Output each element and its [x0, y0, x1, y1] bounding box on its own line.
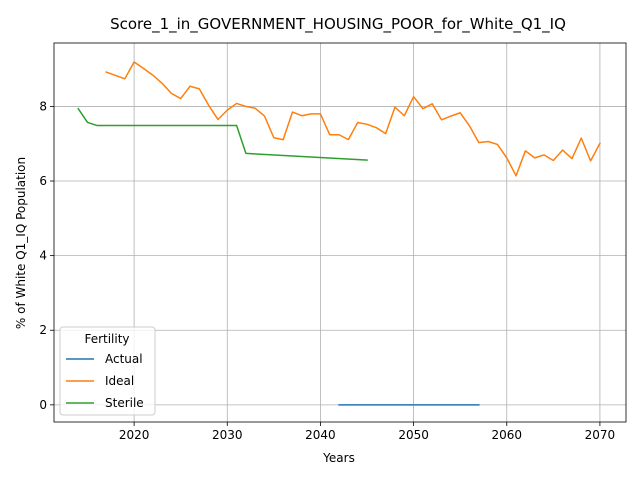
y-tick-label: 8: [39, 99, 47, 113]
legend-entry-sterile: Sterile: [66, 396, 144, 410]
legend-entry-ideal: Ideal: [66, 374, 134, 388]
legend-entries: Actual Ideal Sterile: [66, 352, 144, 410]
x-tick-label: 2040: [305, 428, 336, 442]
series-layer: [77, 61, 601, 406]
chart-title: Score_1_in_GOVERNMENT_HOUSING_POOR_for_W…: [110, 15, 566, 34]
legend-label: Ideal: [105, 374, 134, 388]
legend-entry-actual: Actual: [66, 352, 143, 366]
tick-layer: 2020 2030 2040 2050 2060 2070 0 2 4 6 8: [39, 99, 615, 442]
series-line-ideal: [105, 61, 601, 177]
legend-label: Sterile: [105, 396, 144, 410]
legend-title: Fertility: [84, 332, 129, 346]
y-tick-label: 6: [39, 174, 47, 188]
x-tick-label: 2070: [585, 428, 616, 442]
x-tick-label: 2020: [119, 428, 150, 442]
legend-box: [59, 326, 156, 416]
legend: Fertility Actual Ideal Sterile: [59, 326, 156, 416]
y-axis-label: % of White Q1_IQ Population: [14, 157, 28, 329]
y-tick-label: 2: [39, 323, 47, 337]
plot-frame: [53, 42, 627, 423]
legend-label: Actual: [105, 352, 143, 366]
series-line-sterile: [77, 107, 368, 161]
x-axis-label: Years: [322, 451, 355, 465]
y-tick-label: 0: [39, 398, 47, 412]
y-tick-label: 4: [39, 249, 47, 263]
x-tick-label: 2060: [491, 428, 522, 442]
x-tick-label: 2050: [398, 428, 429, 442]
x-tick-label: 2030: [212, 428, 243, 442]
